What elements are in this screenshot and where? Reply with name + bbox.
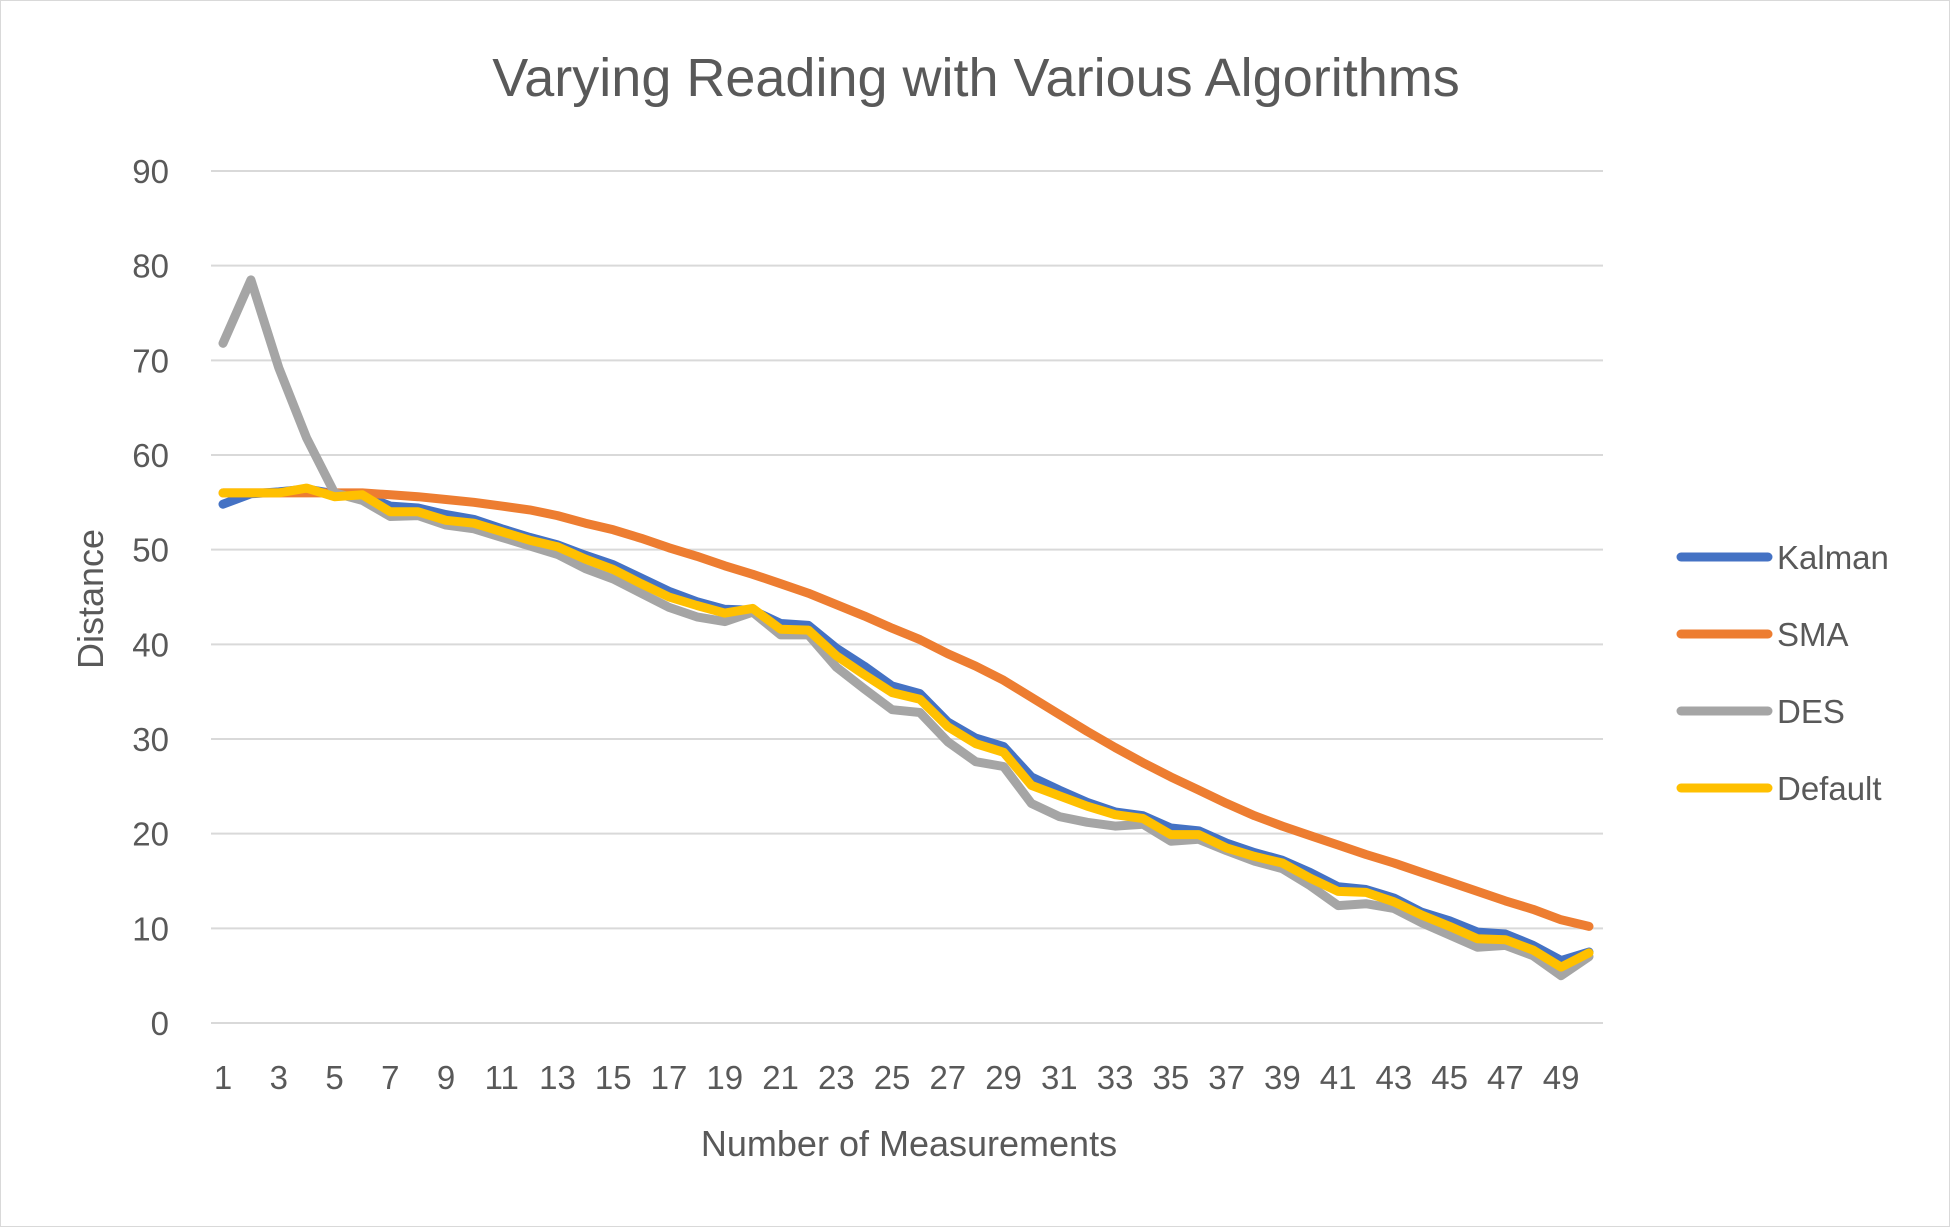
x-tick-label: 5 xyxy=(325,1059,343,1096)
y-tick-label: 10 xyxy=(132,910,169,947)
x-tick-label: 47 xyxy=(1487,1059,1524,1096)
x-tick-label: 9 xyxy=(437,1059,455,1096)
legend-label-sma: SMA xyxy=(1777,616,1849,653)
x-tick-label: 25 xyxy=(874,1059,911,1096)
x-tick-label: 43 xyxy=(1375,1059,1412,1096)
series-line-des xyxy=(218,275,1594,981)
x-tick-label: 41 xyxy=(1320,1059,1357,1096)
series-line-default xyxy=(218,483,1594,972)
y-tick-label: 40 xyxy=(132,626,169,663)
chart-title: Varying Reading with Various Algorithms xyxy=(492,48,1459,108)
y-tick-label: 30 xyxy=(132,721,169,758)
y-axis-ticks: 0 10 20 30 40 50 60 70 80 90 xyxy=(132,153,169,1042)
x-tick-label: 11 xyxy=(485,1059,519,1096)
legend-label-kalman: Kalman xyxy=(1777,539,1889,576)
x-tick-label: 39 xyxy=(1264,1059,1301,1096)
x-tick-label: 49 xyxy=(1543,1059,1580,1096)
x-tick-label: 19 xyxy=(706,1059,743,1096)
x-axis-ticks: 1 3 5 7 9 11 13 15 17 19 21 23 25 27 29 31 33 35 37 39 41 43 4… xyxy=(214,1059,1580,1096)
y-tick-label: 20 xyxy=(132,816,169,853)
x-tick-label: 23 xyxy=(818,1059,855,1096)
x-tick-label: 37 xyxy=(1208,1059,1245,1096)
x-tick-label: 21 xyxy=(762,1059,799,1096)
y-tick-label: 50 xyxy=(132,532,169,569)
x-tick-label: 31 xyxy=(1041,1059,1078,1096)
x-tick-label: 45 xyxy=(1431,1059,1468,1096)
x-tick-label: 15 xyxy=(595,1059,632,1096)
x-tick-label: 3 xyxy=(270,1059,288,1096)
series-lines xyxy=(218,275,1594,981)
x-axis-title: Number of Measurements xyxy=(701,1123,1117,1164)
x-tick-label: 29 xyxy=(985,1059,1022,1096)
x-tick-label: 13 xyxy=(539,1059,576,1096)
y-tick-label: 70 xyxy=(132,342,169,379)
series-line-kalman xyxy=(218,484,1594,965)
x-tick-label: 1 xyxy=(214,1059,232,1096)
y-tick-label: 60 xyxy=(132,437,169,474)
legend-label-default: Default xyxy=(1777,770,1882,807)
x-tick-label: 35 xyxy=(1152,1059,1189,1096)
y-tick-label: 0 xyxy=(151,1005,169,1042)
x-tick-label: 17 xyxy=(651,1059,688,1096)
legend: Kalman SMA DES Default xyxy=(1676,539,1889,807)
y-tick-label: 80 xyxy=(132,248,169,285)
x-tick-label: 27 xyxy=(929,1059,966,1096)
x-tick-label: 7 xyxy=(381,1059,399,1096)
legend-label-des: DES xyxy=(1777,693,1845,730)
y-axis-title: Distance xyxy=(70,529,111,669)
y-tick-label: 90 xyxy=(132,153,169,190)
gridlines xyxy=(211,170,1603,1024)
x-tick-label: 33 xyxy=(1097,1059,1134,1096)
series-line-sma xyxy=(218,488,1594,931)
